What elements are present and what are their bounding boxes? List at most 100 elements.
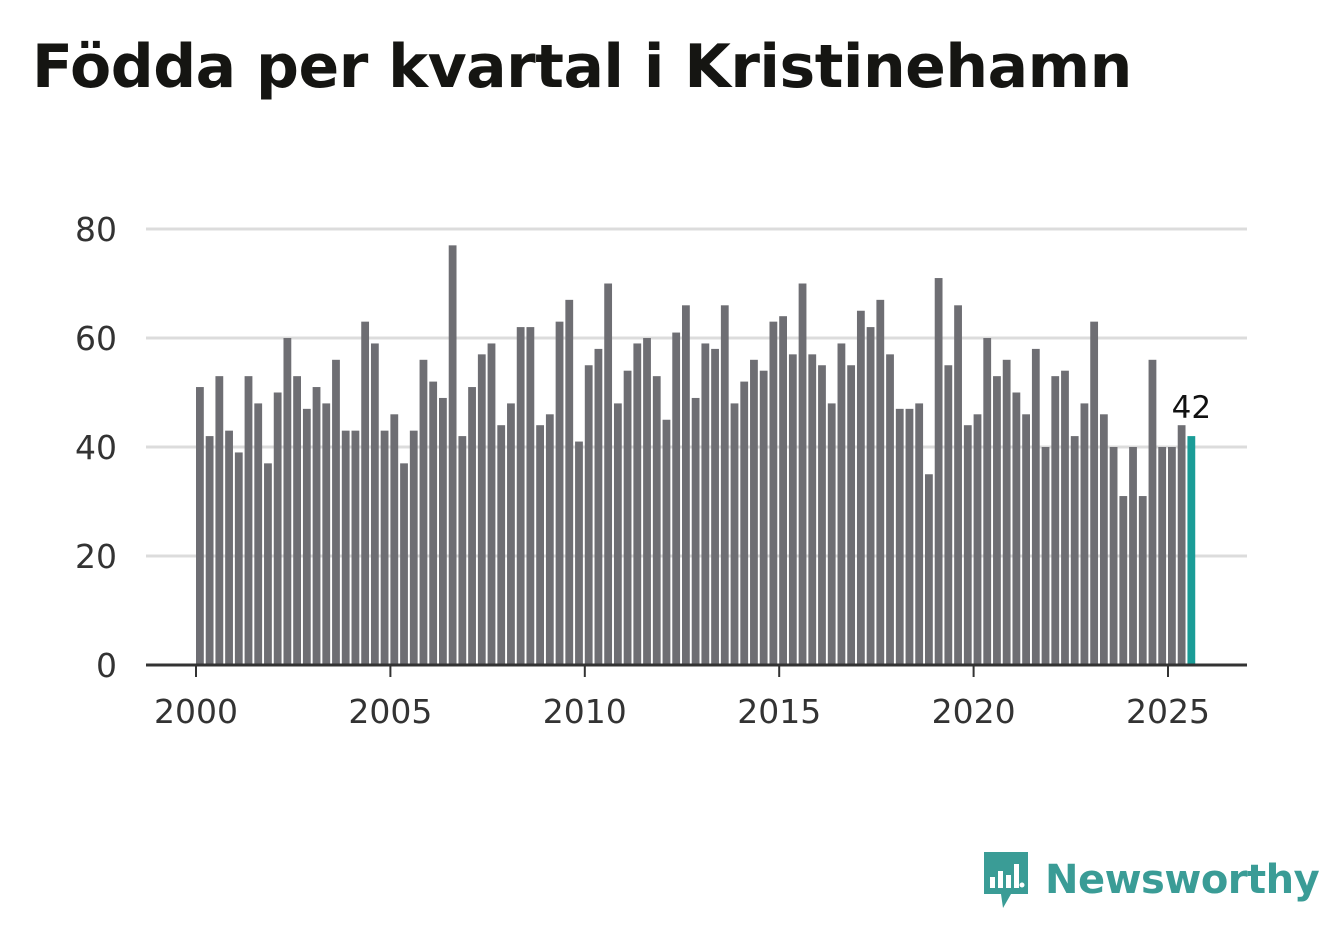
x-tick-label: 2010	[543, 692, 627, 731]
bar	[682, 305, 690, 665]
bar	[827, 403, 836, 665]
newsworthy-logo[interactable]: Newsworthy	[981, 850, 1320, 910]
bar	[312, 387, 321, 665]
bar	[866, 327, 875, 665]
y-tick-label: 80	[75, 210, 117, 249]
bar	[613, 403, 622, 665]
bar	[604, 283, 613, 665]
bar	[254, 403, 263, 665]
bar	[1061, 370, 1069, 665]
bar	[361, 321, 370, 665]
bar	[691, 397, 700, 665]
bar	[293, 376, 301, 665]
y-tick-label: 40	[75, 428, 117, 467]
bar	[934, 278, 943, 665]
bar	[1012, 392, 1021, 665]
bar	[779, 316, 787, 665]
bar	[507, 403, 515, 665]
y-tick-label: 0	[96, 646, 117, 685]
bar	[720, 305, 729, 665]
y-tick-label: 20	[75, 537, 117, 576]
bar-highlighted	[1187, 436, 1196, 665]
bar	[409, 430, 418, 665]
bar	[993, 376, 1001, 665]
bar	[322, 403, 331, 665]
bar	[439, 397, 447, 665]
bar	[400, 463, 408, 665]
bar	[1099, 414, 1108, 665]
bar	[1022, 414, 1030, 665]
bar	[1168, 447, 1176, 665]
bar	[973, 414, 982, 665]
bar	[458, 436, 467, 665]
bar	[798, 283, 807, 665]
bar	[584, 365, 593, 665]
bar	[652, 376, 661, 665]
bar	[818, 365, 826, 665]
bar	[837, 343, 846, 665]
bar	[468, 387, 476, 665]
bar	[876, 299, 885, 665]
bar	[1119, 496, 1128, 665]
x-tick-label: 2020	[932, 692, 1016, 731]
bar	[623, 370, 632, 665]
bar	[244, 376, 253, 665]
x-axis-ticks: 2000 2005 2010 2015 2020 2025	[154, 665, 1210, 731]
bar	[915, 403, 924, 665]
bar	[1158, 447, 1167, 665]
bar	[332, 359, 340, 665]
bar	[1177, 425, 1186, 665]
bar	[575, 441, 583, 665]
bar	[905, 408, 914, 665]
bar	[730, 403, 739, 665]
bar	[788, 354, 797, 665]
last-value-label: 42	[1172, 390, 1211, 426]
bar-chart: 0 20 40 60 80 2000 2005 2010 2015 2020 2025 42	[75, 210, 1247, 731]
bar	[565, 299, 574, 665]
bar	[925, 474, 933, 665]
bar	[1051, 376, 1060, 665]
bar	[769, 321, 778, 665]
bar	[225, 430, 233, 665]
bar	[497, 425, 506, 665]
bar	[711, 348, 719, 665]
bar	[954, 305, 962, 665]
bar	[429, 381, 438, 665]
bar	[895, 408, 904, 665]
bar	[487, 343, 496, 665]
bar	[740, 381, 749, 665]
bar	[1070, 436, 1079, 665]
bar	[643, 338, 651, 665]
bar	[526, 327, 535, 665]
bar	[545, 414, 554, 665]
bar	[1080, 403, 1089, 665]
bar	[886, 354, 894, 665]
bar	[390, 414, 399, 665]
bar	[555, 321, 564, 665]
bar	[273, 392, 282, 665]
bar	[419, 359, 428, 665]
bar	[1129, 447, 1137, 665]
y-tick-label: 60	[75, 319, 117, 358]
chart-title: Födda per kvartal i Kristinehamn	[32, 32, 1132, 102]
bar	[847, 365, 856, 665]
bar	[750, 359, 758, 665]
x-tick-label: 2005	[348, 692, 432, 731]
bar	[1138, 496, 1147, 665]
bar	[808, 354, 817, 665]
x-tick-label: 2015	[737, 692, 821, 731]
bar	[341, 430, 350, 665]
bars	[196, 245, 1196, 665]
bar	[448, 245, 457, 665]
bar	[380, 430, 389, 665]
bar	[234, 452, 243, 665]
bar	[536, 425, 544, 665]
bar	[370, 343, 379, 665]
bar	[944, 365, 953, 665]
bar	[477, 354, 486, 665]
y-axis-ticks: 0 20 40 60 80	[75, 210, 117, 685]
x-tick-label: 2025	[1126, 692, 1210, 731]
bar	[759, 370, 768, 665]
bar	[672, 332, 681, 665]
bar	[283, 338, 292, 665]
